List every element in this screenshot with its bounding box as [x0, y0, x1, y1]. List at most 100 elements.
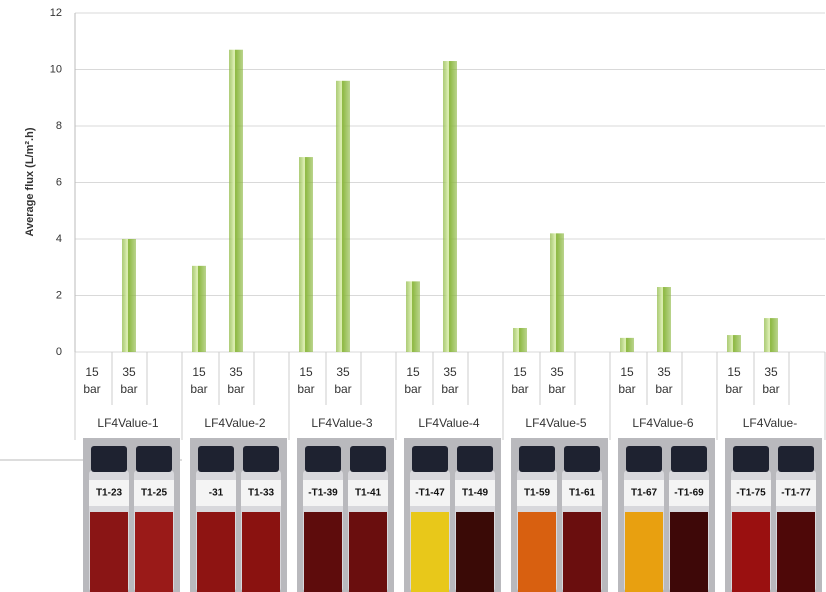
y-tick-label: 4 [56, 233, 62, 245]
bar [620, 337, 634, 352]
vial-label [455, 480, 495, 506]
vial-label [517, 480, 557, 506]
bar [299, 157, 313, 352]
vial-label-text: T1-23 [96, 488, 123, 499]
vial-liquid [349, 512, 387, 592]
vial-cap [136, 446, 172, 472]
x-tick-label: LF4Value-2 [204, 416, 265, 430]
vial-label-text: T1-67 [631, 488, 658, 499]
sub-label: 35 bar [655, 365, 673, 396]
vial-label-text: -T1-75 [736, 488, 766, 499]
sub-label: 15 bar [725, 365, 743, 396]
vial-liquid [518, 512, 556, 592]
x-tick-label: LF4Value-5 [525, 416, 586, 430]
sub-label: 35 bar [334, 365, 352, 396]
vial-label-text: T1-41 [355, 488, 382, 499]
vial-cap [198, 446, 234, 472]
vial-liquid [197, 512, 235, 592]
bar [229, 49, 243, 352]
vial-label [669, 480, 709, 506]
vial-label-text: -T1-39 [308, 488, 338, 499]
bar [764, 318, 778, 352]
vial-label [562, 480, 602, 506]
bar [727, 335, 741, 352]
vial-liquid [304, 512, 342, 592]
vial-liquid [242, 512, 280, 592]
vial-cap [412, 446, 448, 472]
bar [443, 61, 457, 353]
vial-cap [457, 446, 493, 472]
sub-label: 15 bar [190, 365, 208, 396]
vial-label [303, 480, 343, 506]
y-tick-label: 0 [56, 346, 62, 358]
vial-liquid [456, 512, 494, 592]
sub-label: 15 bar [297, 365, 315, 396]
vial-cap [91, 446, 127, 472]
vial-label [241, 480, 281, 506]
vial-cap [305, 446, 341, 472]
sub-label: 15 bar [83, 365, 101, 396]
y-axis-label: Average flux (L/m².h) [24, 127, 36, 236]
x-tick-label: LF4Value- [743, 416, 797, 430]
vial-cap [564, 446, 600, 472]
vial-cap [626, 446, 662, 472]
vial-label [134, 480, 174, 506]
x-tick-label: LF4Value-3 [311, 416, 372, 430]
vial-cap [519, 446, 555, 472]
bar [192, 265, 206, 352]
vial-label [196, 480, 236, 506]
sub-label: 15 bar [511, 365, 529, 396]
x-tick-label: LF4Value-1 [97, 416, 158, 430]
sub-label: 15 bar [404, 365, 422, 396]
vial-cap [243, 446, 279, 472]
y-tick-label: 6 [56, 176, 62, 188]
vial-label [731, 480, 771, 506]
vial-label-text: -T1-47 [415, 488, 445, 499]
vial-label [624, 480, 664, 506]
y-tick-label: 12 [50, 7, 62, 19]
y-tick-label: 10 [50, 63, 62, 75]
vial-label-text: -T1-77 [781, 488, 811, 499]
vial-liquid [135, 512, 173, 592]
vial-label-text: T1-33 [248, 488, 275, 499]
vial-liquid [90, 512, 128, 592]
vial-cap [350, 446, 386, 472]
vial-liquid [777, 512, 815, 592]
vial-cap [671, 446, 707, 472]
vial-liquid [411, 512, 449, 592]
vial-label-text: T1-49 [462, 488, 489, 499]
vial-cap [778, 446, 814, 472]
y-tick-label: 8 [56, 120, 62, 132]
sub-label: 35 bar [762, 365, 780, 396]
sub-label: 35 bar [441, 365, 459, 396]
vial-liquid [625, 512, 663, 592]
vial-label-text: T1-25 [141, 488, 168, 499]
x-tick-label: LF4Value-4 [418, 416, 479, 430]
sub-label: 35 bar [120, 365, 138, 396]
x-tick-label: LF4Value-6 [632, 416, 693, 430]
bar [513, 327, 527, 352]
bar [406, 281, 420, 352]
vial-liquid [670, 512, 708, 592]
bar [657, 287, 671, 352]
sub-label: 35 bar [227, 365, 245, 396]
sub-label: 15 bar [618, 365, 636, 396]
sub-label: 35 bar [548, 365, 566, 396]
vial-label [348, 480, 388, 506]
vial-label-text: T1-59 [524, 488, 551, 499]
bar [122, 239, 136, 352]
vial-label [410, 480, 450, 506]
vial-label [89, 480, 129, 506]
bar [550, 233, 564, 352]
bar [336, 80, 350, 353]
vial-label-text: T1-61 [569, 488, 596, 499]
y-tick-label: 2 [56, 289, 62, 301]
vial-liquid [732, 512, 770, 592]
vial-label [776, 480, 816, 506]
vial-label-text: -T1-69 [674, 488, 704, 499]
vial-label-text: -31 [209, 488, 224, 499]
vial-liquid [563, 512, 601, 592]
vial-cap [733, 446, 769, 472]
